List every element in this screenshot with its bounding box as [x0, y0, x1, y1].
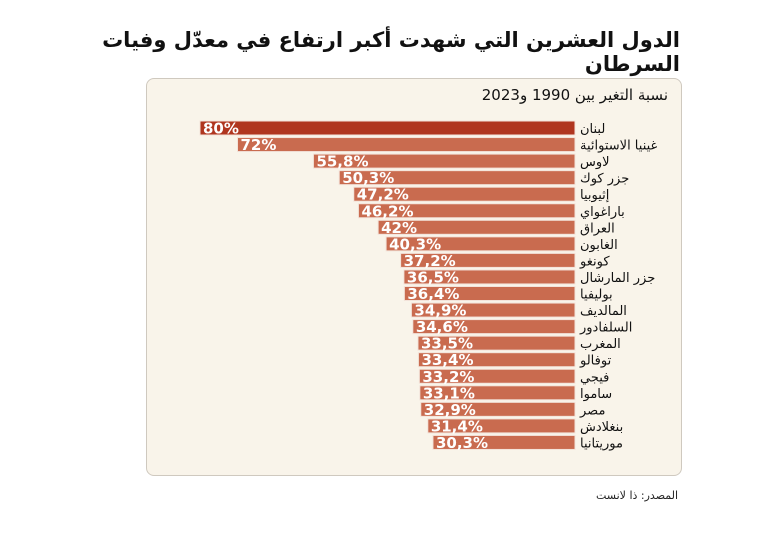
data-label: 34,6%	[416, 318, 468, 336]
bar	[199, 120, 576, 136]
source-note: المصدر: ذا لانست	[596, 489, 678, 502]
bar	[418, 368, 576, 384]
category-label: بوليفيا	[580, 288, 613, 303]
data-label: 55,8%	[316, 153, 368, 171]
category-label: المغرب	[580, 337, 621, 352]
data-label: 32,9%	[424, 401, 476, 419]
bar	[312, 153, 576, 169]
bar	[432, 434, 576, 450]
category-label: غينيا الاستوائية	[580, 139, 658, 154]
category-label: الغابون	[580, 238, 618, 253]
data-label: 34,9%	[414, 302, 466, 320]
category-label: ساموا	[580, 387, 612, 402]
data-label: 33,2%	[422, 368, 474, 386]
category-label: مصر	[579, 403, 605, 418]
bar	[417, 352, 576, 368]
bar	[385, 236, 576, 252]
category-label: السلفادور	[579, 321, 632, 336]
bar	[400, 252, 576, 268]
category-label: باراغواي	[580, 205, 625, 220]
bar	[237, 137, 576, 153]
data-label: 37,2%	[404, 252, 456, 270]
bar	[427, 418, 576, 434]
bar	[417, 335, 576, 351]
data-label: 36,4%	[407, 285, 459, 303]
data-label: 80%	[203, 120, 239, 138]
category-label: العراق	[580, 221, 615, 236]
category-label: جزر المارشال	[580, 271, 655, 286]
category-label: لبنان	[580, 122, 605, 137]
bar	[353, 186, 576, 202]
chart-title: الدول العشرين التي شهدت أكبر ارتفاع في م…	[102, 28, 680, 76]
bar	[412, 319, 576, 335]
bar	[377, 219, 576, 235]
bar	[420, 401, 576, 417]
category-label: المالديف	[580, 304, 627, 319]
category-label: لاوس	[580, 155, 610, 170]
category-label: موريتانيا	[580, 436, 623, 451]
chart-subtitle: نسبة التغير بين 1990 و2023	[481, 86, 668, 104]
bar	[410, 302, 576, 318]
category-label: فيجي	[580, 370, 609, 385]
category-label: إثيوبيا	[580, 188, 609, 203]
data-label: 50,3%	[342, 169, 394, 187]
data-label: 47,2%	[357, 186, 409, 204]
data-label: 40,3%	[389, 235, 441, 253]
data-label: 46,2%	[361, 202, 413, 220]
category-label: جزر كوك	[580, 172, 629, 187]
data-label: 36,5%	[407, 268, 459, 286]
data-label: 33,4%	[421, 351, 473, 369]
data-label: 72%	[241, 136, 277, 154]
data-label: 31,4%	[431, 417, 483, 435]
category-label: كونغو	[579, 254, 610, 269]
data-label: 30,3%	[436, 434, 488, 452]
bar	[403, 269, 576, 285]
data-label: 33,5%	[421, 335, 473, 353]
bar	[403, 286, 576, 301]
category-label: بنغلادش	[580, 420, 623, 435]
bar	[419, 385, 576, 401]
data-label: 33,1%	[423, 384, 475, 402]
category-label: توفالو	[579, 354, 612, 369]
bar	[338, 170, 576, 186]
data-label: 42%	[381, 219, 417, 237]
bar	[357, 203, 576, 219]
